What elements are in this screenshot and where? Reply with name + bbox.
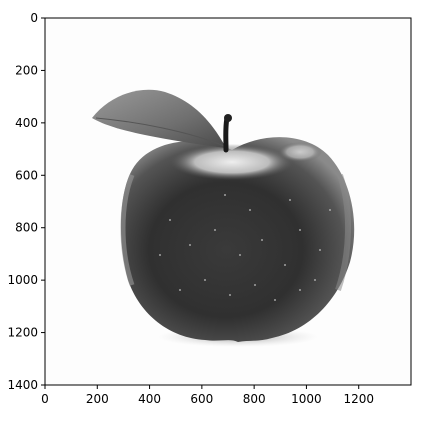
y-axis-ticks: 0 200 400 600 800 1000 1200 1400 bbox=[7, 11, 45, 392]
apple-photo bbox=[45, 18, 411, 385]
axes-frame bbox=[44, 17, 412, 386]
y-tick-label: 1000 bbox=[7, 273, 38, 287]
y-tick-label: 200 bbox=[15, 63, 38, 77]
y-tick-label: 1400 bbox=[7, 378, 38, 392]
x-tick-label: 1200 bbox=[343, 392, 374, 406]
x-tick-label: 600 bbox=[190, 392, 213, 406]
x-tick-label: 1000 bbox=[291, 392, 322, 406]
x-tick-label: 800 bbox=[243, 392, 266, 406]
y-tick-label: 1200 bbox=[7, 326, 38, 340]
y-tick-label: 0 bbox=[30, 11, 38, 25]
x-axis-ticks: 0 200 400 600 800 1000 1200 bbox=[41, 385, 374, 406]
x-tick-label: 200 bbox=[86, 392, 109, 406]
y-tick-label: 800 bbox=[15, 221, 38, 235]
x-tick-label: 0 bbox=[41, 392, 49, 406]
y-tick-label: 600 bbox=[15, 168, 38, 182]
x-tick-label: 400 bbox=[138, 392, 161, 406]
y-tick-label: 400 bbox=[15, 116, 38, 130]
